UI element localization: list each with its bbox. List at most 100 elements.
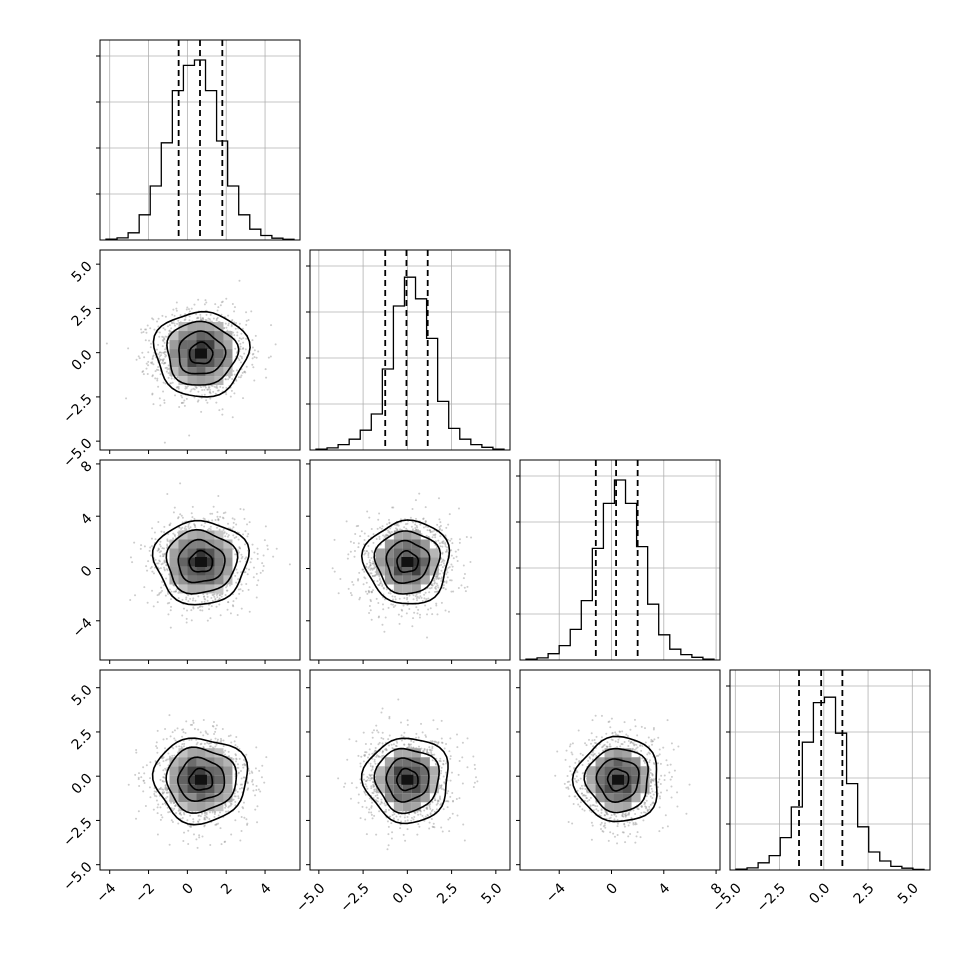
scatter-point [438, 572, 441, 575]
scatter-point [375, 597, 378, 600]
scatter-point [236, 571, 239, 574]
scatter-point [643, 761, 646, 764]
scatter-point [141, 370, 144, 373]
scatter-point [569, 770, 572, 773]
scatter-point [623, 823, 626, 826]
scatter-point [221, 413, 224, 416]
scatter-point [388, 744, 391, 747]
scatter-point [167, 613, 170, 616]
density-cell [214, 757, 224, 767]
scatter-point [377, 755, 380, 758]
scatter-point [394, 598, 397, 601]
scatter-point [381, 754, 384, 757]
scatter-point [585, 797, 588, 800]
scatter-point [369, 609, 372, 612]
scatter-point [216, 515, 219, 518]
scatter-point [450, 563, 453, 566]
density-cell [402, 575, 412, 585]
scatter-point [244, 371, 247, 374]
scatter-point [173, 807, 176, 810]
scatter-point [439, 521, 442, 524]
scatter-point [652, 793, 655, 796]
scatter-point [265, 376, 268, 379]
density-cell [223, 539, 233, 549]
scatter-point [163, 569, 166, 572]
scatter-point [231, 319, 234, 322]
scatter-point [236, 334, 239, 337]
scatter-point [456, 814, 459, 817]
scatter-point [149, 361, 152, 364]
scatter-point [256, 547, 259, 550]
scatter-point [597, 809, 600, 812]
scatter-point [170, 590, 173, 593]
scatter-point [362, 773, 365, 776]
density-cell [187, 748, 197, 758]
scatter-point [236, 331, 239, 334]
scatter-point [371, 817, 374, 820]
scatter-point [256, 552, 259, 555]
scatter-point [616, 822, 619, 825]
scatter-point [240, 583, 243, 586]
scatter-point [369, 563, 372, 566]
density-cell [622, 802, 632, 812]
density-cell [402, 566, 412, 576]
scatter-point [234, 753, 237, 756]
scatter-point [649, 803, 652, 806]
scatter-point [251, 339, 254, 342]
scatter-point [458, 797, 461, 800]
scatter-point [397, 698, 400, 701]
scatter-point [158, 331, 161, 334]
scatter-point [416, 595, 419, 598]
density-cell [196, 766, 206, 776]
scatter-point [457, 587, 460, 590]
scatter-point [161, 792, 164, 795]
scatter-point [226, 608, 229, 611]
density-cell [196, 322, 206, 332]
scatter-point [251, 363, 254, 366]
scatter-point [353, 555, 356, 558]
scatter-point [440, 719, 443, 722]
density-cell [393, 766, 403, 776]
scatter-point [575, 781, 578, 784]
scatter-point [182, 840, 185, 843]
scatter-point [363, 532, 366, 535]
scatter-point [473, 763, 476, 766]
scatter-point [331, 567, 334, 570]
scatter-point [160, 586, 163, 589]
scatter-point [333, 538, 336, 541]
scatter-point [574, 761, 577, 764]
density-cell [214, 349, 224, 359]
density-cell [411, 539, 421, 549]
scatter-point [372, 785, 375, 788]
scatter-point [392, 598, 395, 601]
density-cell [187, 376, 197, 386]
scatter-point [192, 818, 195, 821]
scatter-point [416, 528, 419, 531]
scatter-point [635, 835, 638, 838]
scatter-point [621, 743, 624, 746]
density-cell [187, 322, 197, 332]
scatter-point [164, 594, 167, 597]
scatter-point [173, 322, 176, 325]
density-core [194, 556, 207, 567]
scatter-point [384, 804, 387, 807]
scatter-point [648, 808, 651, 811]
scatter-point [591, 739, 594, 742]
scatter-point [658, 778, 661, 781]
scatter-point [651, 779, 654, 782]
scatter-point [227, 601, 230, 604]
scatter-point [387, 606, 390, 609]
contour-line [176, 756, 226, 803]
scatter-point [200, 318, 203, 321]
scatter-point [409, 516, 412, 519]
scatter-point [178, 745, 181, 748]
scatter-point [172, 511, 175, 514]
scatter-point [243, 571, 246, 574]
density-cell [402, 757, 412, 767]
scatter-point [157, 343, 160, 346]
scatter-point [224, 753, 227, 756]
scatter-point [344, 782, 347, 785]
scatter-point [157, 385, 160, 388]
scatter-point [212, 505, 215, 508]
scatter-point [363, 755, 366, 758]
